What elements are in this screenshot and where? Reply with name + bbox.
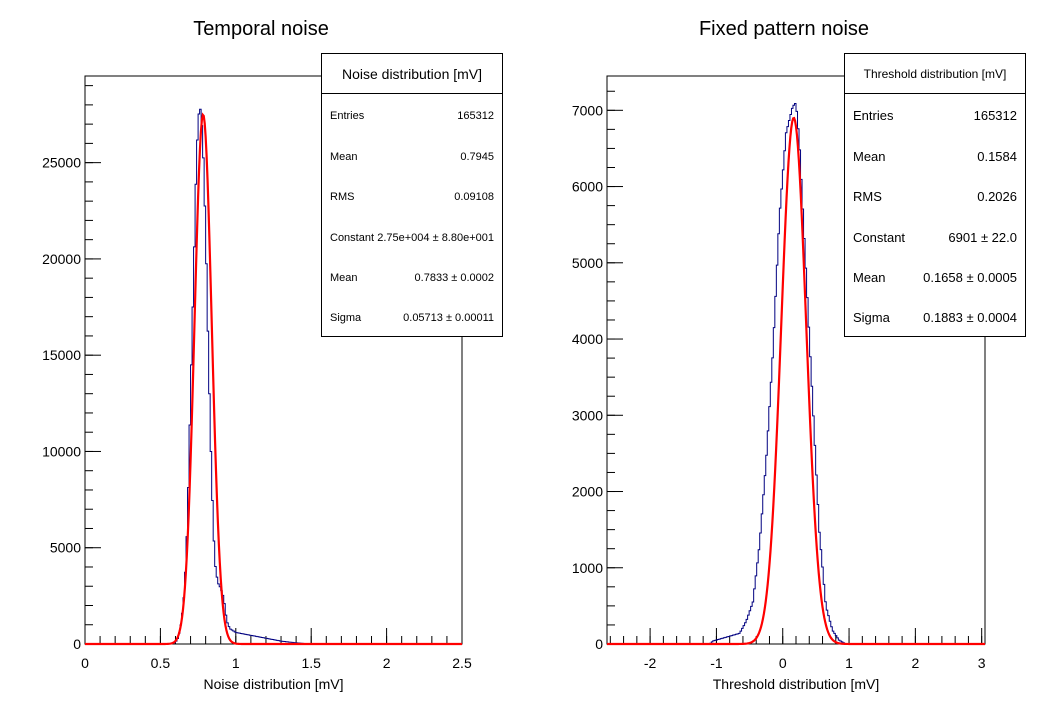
chart-title-temporal: Temporal noise bbox=[193, 18, 329, 40]
stats-row-label: Constant bbox=[853, 230, 906, 245]
stats-row-value: 0.1658 ± 0.0005 bbox=[923, 270, 1017, 285]
x-tick-label: 0 bbox=[81, 655, 89, 671]
y-tick-label: 5000 bbox=[572, 255, 603, 271]
stats-box-title: Threshold distribution [mV] bbox=[845, 54, 1025, 94]
stats-row-label: Entries bbox=[330, 110, 365, 122]
x-tick-label: 0 bbox=[779, 655, 787, 671]
stats-row-value: 6901 ± 22.0 bbox=[948, 230, 1017, 245]
stats-row-value: 2.75e+004 ± 8.80e+001 bbox=[377, 232, 494, 244]
stats-row: Mean 0.1584 bbox=[853, 149, 1017, 164]
stats-row: RMS 0.2026 bbox=[853, 189, 1017, 204]
stats-row-value: 0.1883 ± 0.0004 bbox=[923, 310, 1017, 325]
stats-box-noise: Noise distribution [mV] Entries 165312 Mea… bbox=[321, 53, 503, 337]
y-tick-label: 7000 bbox=[572, 102, 603, 118]
stats-row: Entries 165312 bbox=[853, 108, 1017, 123]
stats-row: Sigma 0.05713 ± 0.00011 bbox=[330, 312, 494, 324]
x-tick-label: 2 bbox=[911, 655, 919, 671]
x-axis-label-noise: Noise distribution [mV] bbox=[203, 676, 344, 692]
stats-box-title: Noise distribution [mV] bbox=[322, 54, 502, 94]
stats-row-value: 165312 bbox=[973, 108, 1017, 123]
y-tick-label: 5000 bbox=[50, 540, 81, 556]
y-tick-label: 1000 bbox=[572, 560, 603, 576]
stats-row-value: 0.7945 bbox=[460, 151, 494, 163]
y-tick-label: 25000 bbox=[42, 155, 81, 171]
y-tick-label: 0 bbox=[73, 636, 81, 652]
stats-row-label: Sigma bbox=[330, 312, 362, 324]
y-tick-label: 2000 bbox=[572, 484, 603, 500]
stats-row-value: 0.1584 bbox=[977, 149, 1017, 164]
stats-row-label: Mean bbox=[330, 272, 358, 284]
stats-row-value: 0.09108 bbox=[454, 191, 494, 203]
y-tick-label: 20000 bbox=[42, 251, 81, 267]
stats-row-label: Constant bbox=[330, 232, 375, 244]
stats-row-label: Mean bbox=[853, 149, 886, 164]
stats-row-label: RMS bbox=[330, 191, 355, 203]
x-tick-label: 1 bbox=[845, 655, 853, 671]
stats-row-value: 0.7833 ± 0.0002 bbox=[414, 272, 494, 284]
y-tick-label: 6000 bbox=[572, 179, 603, 195]
x-tick-label: 1 bbox=[232, 655, 240, 671]
stats-row: Constant 2.75e+004 ± 8.80e+001 bbox=[330, 232, 494, 244]
x-axis-label-threshold: Threshold distribution [mV] bbox=[712, 676, 880, 692]
x-tick-label: 1.5 bbox=[301, 655, 321, 671]
stats-row: Sigma 0.1883 ± 0.0004 bbox=[853, 310, 1017, 325]
stats-row-label: RMS bbox=[853, 189, 882, 204]
stats-row-value: 0.05713 ± 0.00011 bbox=[403, 312, 494, 324]
stats-box-threshold: Threshold distribution [mV] Entries 16531… bbox=[844, 53, 1026, 337]
chart-title-fixed-pattern: Fixed pattern noise bbox=[698, 18, 870, 40]
stats-row-label: Entries bbox=[853, 108, 894, 123]
y-tick-label: 4000 bbox=[572, 331, 603, 347]
stats-row: RMS 0.09108 bbox=[330, 191, 494, 203]
stats-row: Mean 0.7833 ± 0.0002 bbox=[330, 272, 494, 284]
stats-row: Constant 6901 ± 22.0 bbox=[853, 230, 1017, 245]
x-tick-label: 0.5 bbox=[151, 655, 171, 671]
y-tick-label: 0 bbox=[595, 636, 603, 652]
y-tick-label: 10000 bbox=[42, 443, 81, 459]
stats-row-value: 165312 bbox=[457, 110, 494, 122]
stats-row: Entries 165312 bbox=[330, 110, 494, 122]
x-tick-label: 2 bbox=[383, 655, 391, 671]
x-tick-label: 3 bbox=[978, 655, 986, 671]
stats-row-value: 0.2026 bbox=[977, 189, 1017, 204]
x-tick-label: -2 bbox=[644, 655, 657, 671]
stats-row: Mean 0.7945 bbox=[330, 151, 494, 163]
gaussian-fit-line bbox=[607, 116, 985, 646]
x-tick-label: -1 bbox=[710, 655, 723, 671]
y-tick-label: 15000 bbox=[42, 347, 81, 363]
x-tick-label: 2.5 bbox=[452, 655, 472, 671]
stats-row-label: Sigma bbox=[853, 310, 890, 325]
y-tick-label: 3000 bbox=[572, 407, 603, 423]
stats-row-label: Mean bbox=[853, 270, 886, 285]
gaussian-fit-line bbox=[85, 112, 462, 646]
stats-row-label: Mean bbox=[330, 151, 358, 163]
stats-row: Mean 0.1658 ± 0.0005 bbox=[853, 270, 1017, 285]
